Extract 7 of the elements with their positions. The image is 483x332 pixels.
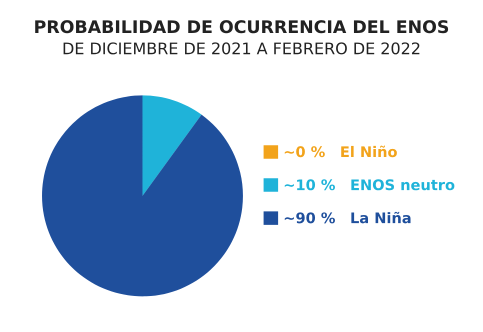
- pie-slice: [142, 95, 202, 196]
- chart-subtitle: DE DICIEMBRE DE 2021 A FEBRERO DE 2022: [64, 42, 420, 54]
- legend-label: ~0 % El Niño: [284, 146, 397, 158]
- chart-title: PROBABILIDAD DE OCURRENCIA DEL ENOS: [35, 20, 448, 34]
- legend-label: ~10 % ENOS neutro: [284, 179, 454, 190]
- pie-slice: [42, 95, 243, 296]
- legend-label: ~90 % La Niña: [284, 212, 411, 224]
